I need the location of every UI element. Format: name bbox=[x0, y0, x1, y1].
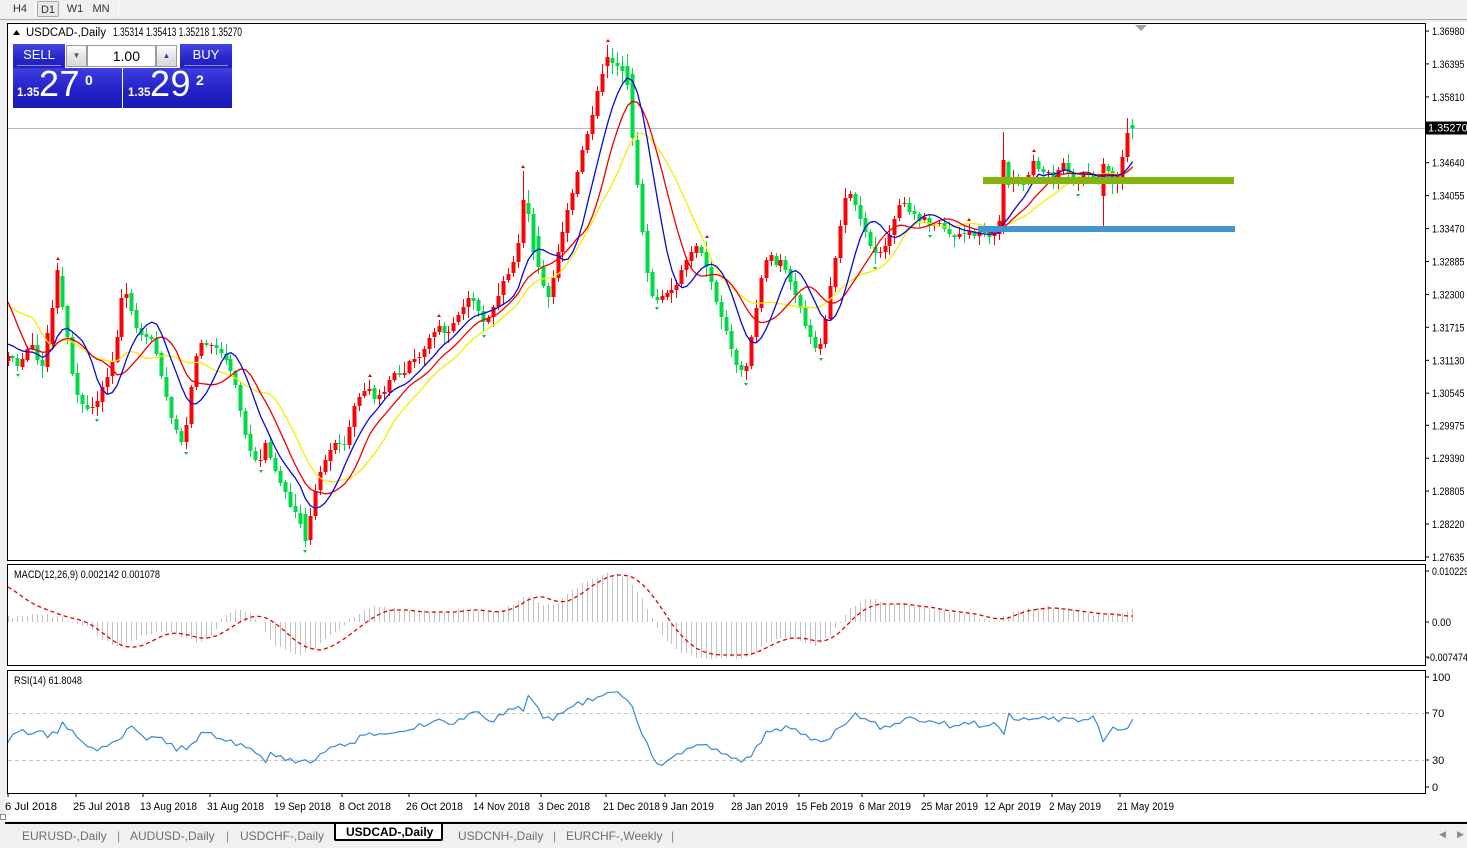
svg-text:0.010229: 0.010229 bbox=[1432, 566, 1467, 578]
svg-text:0.00: 0.00 bbox=[1432, 617, 1451, 629]
svg-text:1.34640: 1.34640 bbox=[1432, 158, 1465, 170]
svg-text:100: 100 bbox=[1432, 672, 1450, 684]
svg-text:1.35270: 1.35270 bbox=[1428, 123, 1467, 135]
svg-text:1.35314 1.35413 1.35218 1.3527: 1.35314 1.35413 1.35218 1.35270 bbox=[113, 27, 242, 39]
svg-text:1.31715: 1.31715 bbox=[1432, 322, 1465, 334]
svg-text:9 Jan 2019: 9 Jan 2019 bbox=[662, 801, 714, 813]
svg-text:RSI(14) 61.8048: RSI(14) 61.8048 bbox=[14, 675, 82, 687]
svg-text:12 Apr 2019: 12 Apr 2019 bbox=[984, 801, 1041, 813]
svg-text:1.28220: 1.28220 bbox=[1432, 519, 1465, 531]
svg-text:1.27635: 1.27635 bbox=[1432, 552, 1465, 564]
svg-text:1.36395: 1.36395 bbox=[1432, 59, 1465, 71]
svg-text:6 Jul 2018: 6 Jul 2018 bbox=[5, 801, 57, 813]
svg-text:1.28805: 1.28805 bbox=[1432, 486, 1465, 498]
svg-text:MACD(12,26,9) 0.002142 0.00107: MACD(12,26,9) 0.002142 0.001078 bbox=[14, 569, 160, 581]
svg-text:26 Oct 2018: 26 Oct 2018 bbox=[406, 801, 463, 813]
svg-text:1.36980: 1.36980 bbox=[1432, 26, 1465, 38]
svg-text:-0.0074747: -0.0074747 bbox=[1427, 652, 1467, 664]
svg-text:0: 0 bbox=[1432, 782, 1438, 794]
svg-text:31 Aug 2018: 31 Aug 2018 bbox=[207, 801, 264, 813]
svg-text:2 May 2019: 2 May 2019 bbox=[1049, 801, 1101, 813]
svg-text:1.32885: 1.32885 bbox=[1432, 257, 1465, 269]
svg-text:21 Dec 2018: 21 Dec 2018 bbox=[603, 801, 660, 813]
svg-text:1.32300: 1.32300 bbox=[1432, 289, 1465, 301]
svg-text:15 Feb 2019: 15 Feb 2019 bbox=[796, 801, 853, 813]
svg-text:USDCAD-,Daily: USDCAD-,Daily bbox=[26, 27, 106, 39]
svg-text:8 Oct 2018: 8 Oct 2018 bbox=[339, 801, 391, 813]
svg-text:1.33470: 1.33470 bbox=[1432, 224, 1465, 236]
svg-text:70: 70 bbox=[1432, 708, 1444, 720]
svg-text:30: 30 bbox=[1432, 755, 1444, 767]
svg-text:1.30545: 1.30545 bbox=[1432, 388, 1465, 400]
svg-text:21 May 2019: 21 May 2019 bbox=[1117, 801, 1174, 813]
svg-text:28 Jan 2019: 28 Jan 2019 bbox=[731, 801, 788, 813]
svg-text:1.35810: 1.35810 bbox=[1432, 92, 1465, 104]
svg-text:19 Sep 2018: 19 Sep 2018 bbox=[274, 801, 331, 813]
svg-text:6 Mar 2019: 6 Mar 2019 bbox=[859, 801, 911, 813]
svg-text:3 Dec 2018: 3 Dec 2018 bbox=[538, 801, 590, 813]
svg-text:1.29390: 1.29390 bbox=[1432, 453, 1465, 465]
svg-text:14 Nov 2018: 14 Nov 2018 bbox=[473, 801, 530, 813]
svg-text:25 Mar 2019: 25 Mar 2019 bbox=[921, 801, 978, 813]
svg-text:1.31130: 1.31130 bbox=[1432, 355, 1465, 367]
svg-text:1.29975: 1.29975 bbox=[1432, 420, 1465, 432]
svg-text:1.34055: 1.34055 bbox=[1432, 191, 1465, 203]
svg-text:13 Aug 2018: 13 Aug 2018 bbox=[140, 801, 197, 813]
svg-text:25 Jul 2018: 25 Jul 2018 bbox=[73, 801, 130, 813]
